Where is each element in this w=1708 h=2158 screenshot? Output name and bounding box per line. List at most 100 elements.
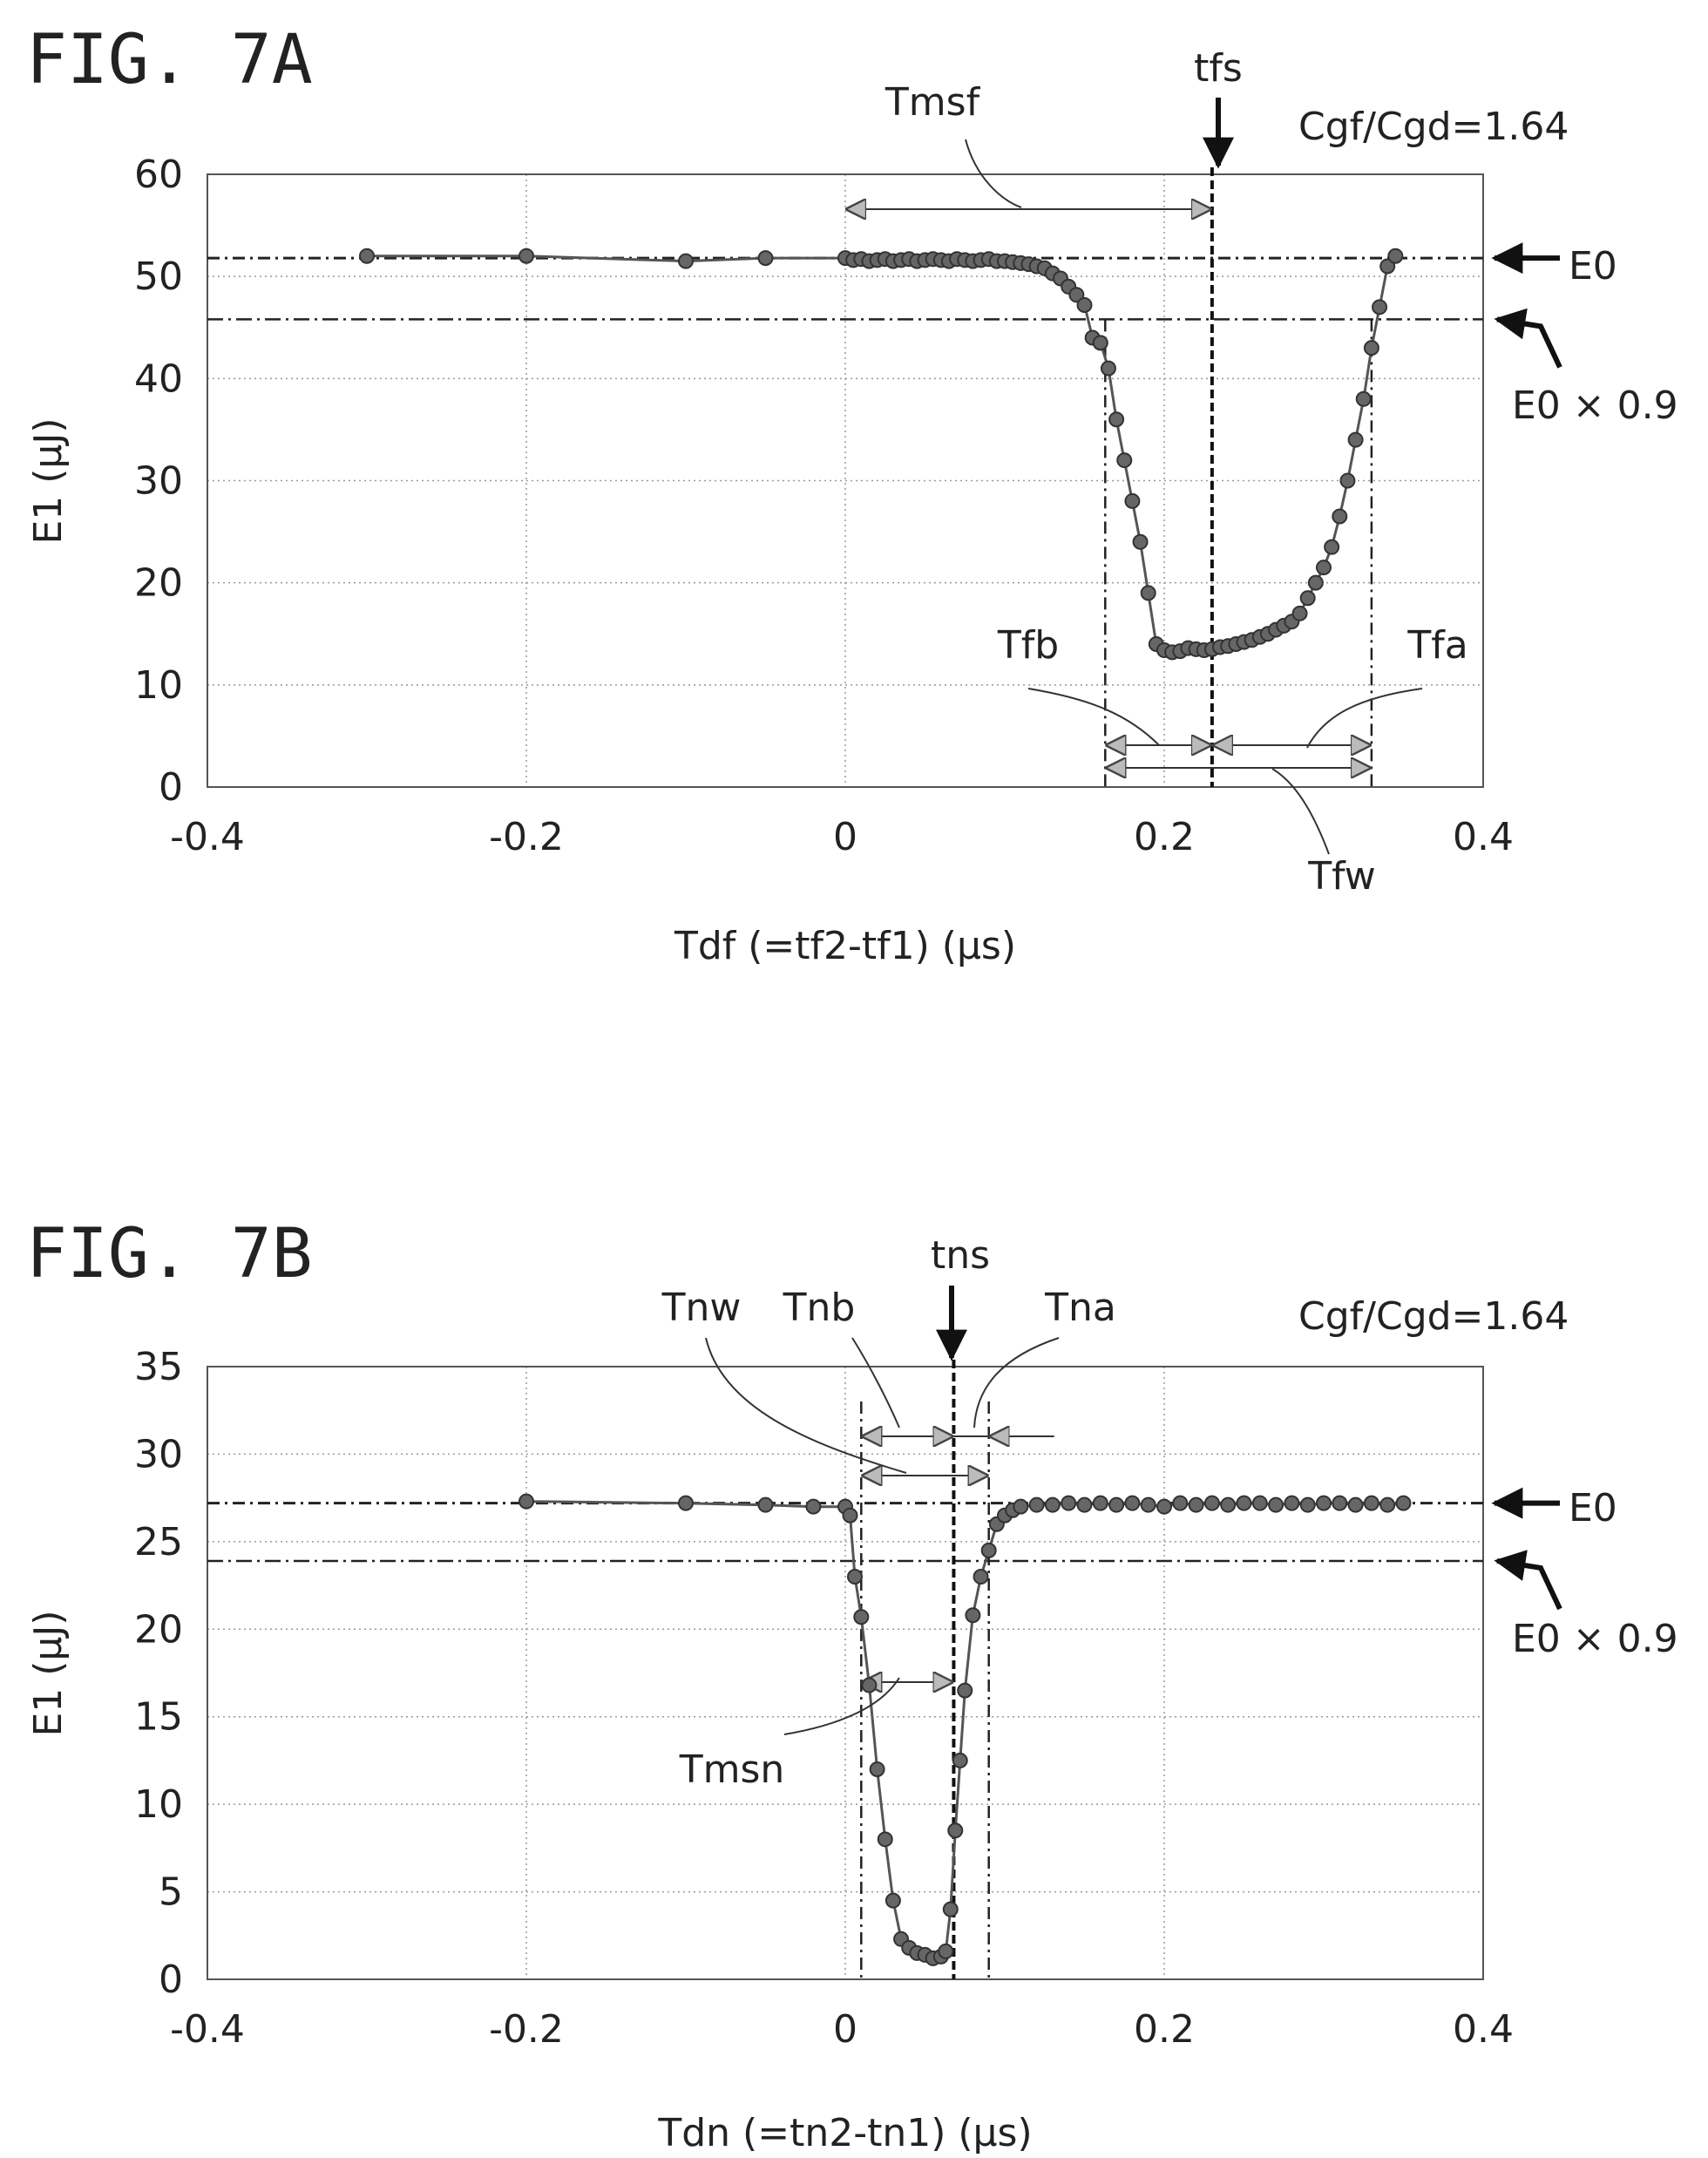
data-point <box>678 1495 694 1511</box>
data-point <box>518 1493 534 1510</box>
data-point <box>359 248 375 264</box>
data-point <box>1299 1496 1316 1513</box>
y-tick-label: 15 <box>134 1695 183 1740</box>
data-point <box>965 1607 981 1624</box>
data-point <box>861 1677 878 1693</box>
y-tick-label: 50 <box>134 254 183 299</box>
x-tick-label: 0 <box>833 815 857 859</box>
data-point <box>1268 1496 1284 1513</box>
data-point <box>1140 1496 1156 1513</box>
data-point <box>1339 472 1356 489</box>
data-point <box>938 1943 954 1959</box>
tns-label: tns <box>931 1233 990 1278</box>
x-axis-label-7b: Tdn (=tn2-tn1) (µs) <box>657 2111 1032 2155</box>
data-point <box>846 1569 863 1585</box>
e0x09-arrow <box>1494 308 1562 369</box>
y-tick-label: 25 <box>134 1520 183 1564</box>
y-tick-label: 20 <box>134 561 183 606</box>
data-point <box>1028 1496 1045 1513</box>
tfw-label: Tfw <box>1307 854 1376 899</box>
tfb-leader <box>1027 688 1160 746</box>
guide-lines-7b <box>207 1360 1562 1979</box>
series-line <box>525 1500 1404 1960</box>
data-point <box>884 1892 901 1909</box>
data-point <box>973 1569 989 1585</box>
data-point <box>853 1609 870 1625</box>
data-point <box>1061 1495 1077 1511</box>
data-point <box>757 1496 774 1513</box>
data-point <box>980 1542 997 1558</box>
data-point <box>1013 1498 1029 1515</box>
data-point <box>1387 248 1404 264</box>
data-point <box>1124 492 1141 509</box>
data-point <box>1076 296 1093 313</box>
y-tick-label: 60 <box>134 153 183 197</box>
data-point <box>1124 1495 1141 1511</box>
data-point <box>518 248 534 264</box>
tfw-leader <box>1271 768 1330 855</box>
data-point <box>1284 1495 1300 1511</box>
data-point <box>1100 360 1116 377</box>
tick-labels-7b: -0.4 -0.2 0 0.2 0.4 0 5 10 15 20 25 30 35 <box>134 1345 1514 2052</box>
data-point <box>1132 533 1149 550</box>
series-7b <box>518 1493 1412 1966</box>
plot-frame-7b <box>207 1366 1484 1980</box>
x-tick-label: -0.4 <box>170 815 245 859</box>
chart-7a: FIG. 7A Cgf/Cgd=1.64 -0.4 -0.2 0 0.2 0.4 0 10 2… <box>26 21 1678 968</box>
data-point <box>1324 539 1340 555</box>
data-point <box>1251 1495 1268 1511</box>
data-point <box>1316 1495 1332 1511</box>
tna-label: Tna <box>1044 1286 1116 1330</box>
y-tick-label: 35 <box>134 1345 183 1389</box>
data-point <box>877 1831 893 1848</box>
y-axis-label-7b: E1 (µJ) <box>26 1610 71 1736</box>
data-point <box>1140 585 1156 601</box>
data-point <box>805 1498 822 1515</box>
x-tick-label: 0.4 <box>1453 815 1514 859</box>
data-point <box>1372 299 1388 316</box>
grid-7a <box>207 173 1484 788</box>
y-tick-label: 10 <box>134 663 183 708</box>
data-point <box>757 250 774 267</box>
tfa-leader <box>1306 688 1423 749</box>
figure-label-7a: FIG. 7A <box>26 21 313 99</box>
data-point <box>1068 287 1085 303</box>
y-axis-label-7a: E1 (µJ) <box>26 417 71 544</box>
data-point <box>1172 1495 1189 1511</box>
data-point <box>1044 1496 1061 1513</box>
x-tick-label: 0.4 <box>1453 2007 1514 2052</box>
data-point <box>1332 508 1348 525</box>
tick-labels-7a: -0.4 -0.2 0 0.2 0.4 0 10 20 30 40 50 60 <box>134 153 1514 859</box>
e0-label-7a: E0 <box>1569 244 1617 288</box>
y-tick-label: 10 <box>134 1782 183 1827</box>
y-tick-label: 0 <box>159 1958 183 2002</box>
e0-label-7b: E0 <box>1569 1486 1617 1530</box>
data-point <box>942 1901 959 1917</box>
ratio-label-7a: Cgf/Cgd=1.64 <box>1298 105 1569 149</box>
y-tick-label: 0 <box>159 765 183 810</box>
data-point <box>1332 1495 1348 1511</box>
data-point <box>1092 335 1108 351</box>
tfb-label: Tfb <box>997 623 1059 668</box>
data-point <box>952 1752 968 1768</box>
x-tick-label: -0.4 <box>170 2007 245 2052</box>
data-point <box>1076 1496 1093 1513</box>
chart-7b: FIG. 7B Cgf/Cgd=1.64 -0.4 -0.2 0 0.2 0.4 0 5 10… <box>26 1215 1678 2155</box>
tmsn-leader <box>783 1677 900 1735</box>
tmsf-label: Tmsf <box>884 80 981 125</box>
x-tick-label: -0.2 <box>489 2007 564 2052</box>
e0x09-arrow <box>1494 1550 1562 1611</box>
data-point <box>947 1822 964 1839</box>
data-point <box>1363 1495 1379 1511</box>
data-point <box>678 253 694 269</box>
tnw-label: Tnw <box>661 1286 742 1330</box>
plot-frame-7a <box>207 173 1484 788</box>
data-point <box>842 1507 858 1523</box>
tna-leader <box>973 1337 1060 1428</box>
data-point <box>1108 411 1125 428</box>
data-point <box>1108 1496 1125 1513</box>
y-tick-label: 30 <box>134 1432 183 1476</box>
figure-label-7b: FIG. 7B <box>26 1215 313 1293</box>
x-tick-label: 0.2 <box>1134 2007 1195 2052</box>
